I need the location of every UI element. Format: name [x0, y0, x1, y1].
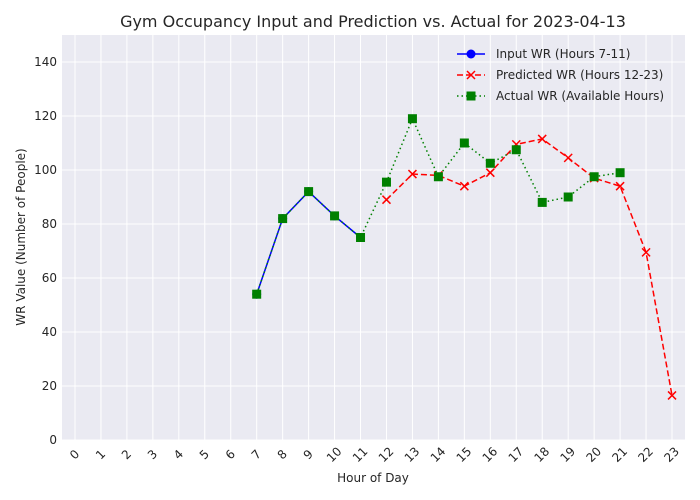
x-tick-label: 3: [145, 447, 160, 462]
data-point: [563, 192, 573, 202]
x-tick-label: 2: [119, 447, 134, 462]
data-point: [466, 70, 476, 80]
data-point: [485, 168, 495, 178]
x-axis-label: Hour of Day: [337, 471, 409, 485]
plot-area: [62, 35, 685, 440]
data-point: [407, 114, 417, 124]
y-tick-label: 140: [34, 55, 57, 69]
data-point: [381, 177, 391, 187]
data-point: [466, 49, 476, 59]
x-tick-label: 5: [197, 447, 212, 462]
x-tick-label: 9: [301, 447, 316, 462]
x-tick-label: 14: [428, 444, 449, 465]
data-point: [278, 214, 288, 224]
data-point: [511, 145, 521, 155]
x-tick-label: 23: [661, 444, 682, 465]
chart-title: Gym Occupancy Input and Prediction vs. A…: [120, 12, 626, 31]
series-layer: [252, 114, 677, 400]
y-tick-label: 100: [34, 163, 57, 177]
series-2: [252, 114, 625, 299]
grid: [62, 35, 685, 441]
x-tick-label: 16: [480, 444, 501, 465]
data-point: [407, 169, 417, 179]
legend-label: Predicted WR (Hours 12-23): [496, 68, 663, 82]
x-tick-label: 12: [376, 444, 397, 465]
x-tick-label: 19: [557, 444, 578, 465]
x-axis-ticks: 0 1 2 3 4 5 6 7 8 9 10 11 12 13 14 15 16 17 18 19 20 21 22 23: [67, 444, 682, 465]
data-point: [330, 211, 340, 221]
x-tick-label: 11: [350, 444, 371, 465]
data-point: [641, 247, 651, 257]
legend: Input WR (Hours 7-11) Predicted WR (Hours…: [457, 47, 664, 103]
data-point: [537, 134, 547, 144]
y-tick-label: 20: [42, 379, 57, 393]
data-point: [615, 168, 625, 178]
x-tick-label: 10: [324, 444, 345, 465]
data-point: [252, 289, 262, 299]
data-point: [459, 181, 469, 191]
y-tick-label: 120: [34, 109, 57, 123]
x-tick-label: 15: [454, 444, 475, 465]
data-point: [667, 390, 677, 400]
legend-label: Actual WR (Available Hours): [496, 89, 664, 103]
data-point: [433, 172, 443, 182]
x-tick-label: 0: [67, 447, 82, 462]
data-point: [356, 233, 366, 242]
x-tick-label: 4: [171, 447, 186, 462]
data-point: [485, 158, 495, 168]
legend-entry: Actual WR (Available Hours): [457, 89, 664, 103]
y-tick-label: 60: [42, 271, 57, 285]
x-tick-label: 13: [402, 444, 423, 465]
data-point: [563, 153, 573, 163]
y-axis-label: WR Value (Number of People): [14, 148, 28, 325]
x-tick-label: 17: [506, 444, 527, 465]
data-point: [537, 197, 547, 207]
x-tick-label: 8: [275, 447, 290, 462]
x-tick-label: 7: [249, 447, 264, 462]
x-tick-label: 6: [223, 447, 238, 462]
data-point: [589, 172, 599, 182]
x-tick-label: 1: [93, 447, 108, 462]
data-point: [466, 91, 476, 101]
x-tick-label: 22: [635, 444, 656, 465]
legend-entry: Input WR (Hours 7-11): [457, 47, 630, 61]
x-tick-label: 21: [609, 444, 630, 465]
data-point: [381, 195, 392, 205]
data-point: [459, 138, 469, 148]
legend-label: Input WR (Hours 7-11): [496, 47, 630, 61]
legend-entry: Predicted WR (Hours 12-23): [457, 68, 663, 82]
y-tick-label: 80: [42, 217, 57, 231]
data-point: [615, 181, 625, 191]
y-tick-label: 0: [49, 433, 57, 447]
y-tick-label: 40: [42, 325, 57, 339]
x-tick-label: 18: [532, 444, 553, 465]
x-tick-label: 20: [583, 444, 604, 465]
y-axis-ticks: 0 20 40 60 80 100 120 140: [34, 55, 57, 447]
data-point: [304, 187, 314, 197]
